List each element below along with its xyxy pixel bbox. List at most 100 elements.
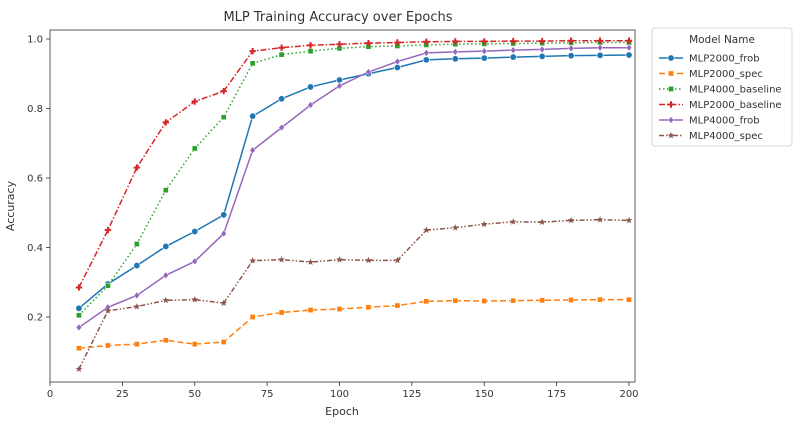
y-tick-label: 0.6 — [27, 174, 43, 185]
data-point-mlp4000-spec — [509, 218, 517, 225]
x-axis-label: Epoch — [325, 405, 359, 418]
data-point-mlp4000-frob — [191, 257, 198, 266]
series-mlp2000-baseline — [75, 37, 633, 291]
data-point-mlp2000-spec — [220, 339, 227, 345]
data-point-mlp4000-spec — [278, 256, 286, 263]
x-tick-label: 100 — [330, 389, 349, 400]
data-point-mlp2000-frob — [133, 262, 141, 270]
legend-title: Model Name — [689, 34, 755, 46]
series-mlp2000-frob — [75, 51, 633, 312]
x-axis: 0 25 50 75 100 125 150 175 200 — [47, 382, 639, 400]
data-point-mlp2000-frob — [538, 52, 546, 60]
data-point-mlp2000-frob — [422, 56, 430, 64]
data-point-mlp4000-frob — [423, 49, 430, 57]
legend-label: MLP2000_baseline — [689, 100, 782, 111]
data-point-mlp4000-frob — [625, 43, 633, 52]
legend-swatch-marker — [667, 101, 675, 108]
data-point-mlp2000-baseline — [510, 37, 517, 45]
legend-item-mlp4000-baseline: MLP4000_baseline — [659, 85, 782, 96]
legend-items: MLP2000_frob MLP2000_spec MLP4000_baseline… — [659, 54, 782, 142]
data-point-mlp2000-frob — [451, 55, 459, 63]
data-point-mlp4000-spec — [249, 257, 257, 264]
data-point-mlp2000-frob — [220, 211, 228, 219]
data-point-mlp2000-baseline — [191, 98, 198, 105]
legend-label: MLP4000_frob — [689, 116, 760, 127]
data-point-mlp4000-baseline — [134, 241, 140, 247]
x-tick-label: 0 — [47, 389, 53, 400]
data-point-mlp4000-baseline — [278, 51, 285, 58]
data-point-mlp4000-spec — [365, 256, 372, 264]
data-point-mlp2000-frob — [596, 51, 604, 59]
data-point-mlp2000-baseline — [220, 87, 227, 95]
data-point-mlp4000-frob — [452, 48, 459, 56]
x-tick-label: 25 — [116, 389, 129, 400]
data-point-mlp4000-spec — [133, 302, 141, 310]
x-tick-label: 50 — [188, 389, 201, 400]
data-point-mlp2000-spec — [191, 341, 198, 347]
data-point-mlp2000-spec — [134, 341, 140, 347]
data-point-mlp2000-spec — [76, 345, 82, 352]
data-point-mlp2000-baseline — [75, 284, 83, 291]
legend-label: MLP2000_spec — [689, 69, 763, 80]
data-point-mlp2000-frob — [191, 228, 199, 236]
series-line-mlp4000-frob — [78, 46, 629, 329]
data-point-mlp4000-spec — [567, 216, 575, 224]
legend-label: MLP4000_spec — [689, 131, 763, 142]
data-point-mlp4000-frob — [336, 82, 343, 90]
data-point-mlp2000-baseline — [336, 41, 343, 48]
y-tick-label: 1.0 — [27, 35, 43, 46]
legend-swatch-marker — [667, 131, 675, 139]
x-tick-label: 75 — [261, 389, 274, 400]
data-point-mlp4000-spec — [336, 256, 343, 263]
data-point-mlp4000-baseline — [105, 282, 111, 289]
legend-swatch-marker — [668, 70, 674, 77]
data-point-mlp2000-frob — [509, 53, 517, 61]
x-tick-label: 175 — [547, 389, 566, 400]
data-point-mlp2000-baseline — [365, 39, 372, 47]
y-tick-label: 0.8 — [27, 104, 43, 115]
plot-area-frame — [49, 29, 636, 383]
data-point-mlp4000-frob — [133, 291, 140, 300]
data-point-mlp4000-baseline — [307, 48, 314, 55]
data-point-mlp2000-frob — [162, 242, 170, 250]
data-point-mlp2000-baseline — [423, 38, 430, 45]
data-point-mlp4000-frob — [307, 101, 314, 109]
data-point-mlp2000-spec — [539, 297, 545, 304]
series-line-mlp2000-baseline — [78, 39, 629, 288]
data-point-mlp4000-spec — [75, 365, 83, 373]
data-point-mlp2000-frob — [307, 83, 315, 91]
data-point-mlp2000-frob — [567, 52, 575, 60]
data-point-mlp4000-spec — [393, 256, 401, 264]
x-tick-label: 200 — [619, 389, 638, 400]
data-point-mlp4000-spec — [625, 216, 633, 224]
data-point-mlp4000-spec — [162, 296, 170, 304]
data-point-mlp2000-spec — [307, 307, 314, 313]
data-point-mlp4000-frob — [567, 44, 575, 53]
data-point-mlp2000-baseline — [278, 44, 285, 51]
legend-swatch-marker — [667, 54, 675, 62]
data-point-mlp2000-baseline — [596, 37, 604, 44]
legend-label: MLP2000_frob — [689, 54, 760, 65]
series-mlp4000-spec — [75, 216, 633, 373]
series-mlp4000-frob — [75, 43, 633, 332]
data-point-mlp4000-baseline — [191, 145, 198, 152]
data-point-mlp2000-baseline — [625, 37, 633, 44]
data-point-mlp4000-spec — [191, 296, 199, 303]
data-point-mlp4000-frob — [596, 43, 604, 52]
data-point-mlp4000-frob — [394, 57, 401, 66]
data-point-mlp2000-baseline — [104, 226, 112, 234]
data-point-mlp2000-spec — [423, 298, 430, 305]
y-axis: 0.2 0.4 0.6 0.8 1.0 — [27, 35, 50, 324]
data-point-mlp2000-baseline — [481, 38, 488, 45]
data-point-mlp2000-baseline — [249, 47, 256, 55]
series-line-mlp2000-spec — [78, 298, 629, 350]
data-point-mlp2000-baseline — [567, 37, 575, 44]
chart-title: MLP Training Accuracy over Epochs — [223, 10, 452, 25]
series-mlp2000-spec — [76, 296, 632, 352]
data-point-mlp4000-spec — [538, 218, 546, 226]
x-tick-label: 150 — [475, 389, 494, 400]
legend-item-mlp2000-baseline: MLP2000_baseline — [659, 100, 782, 111]
data-point-mlp2000-baseline — [452, 38, 459, 45]
legend-box — [651, 27, 793, 147]
data-point-mlp4000-spec — [220, 299, 228, 307]
